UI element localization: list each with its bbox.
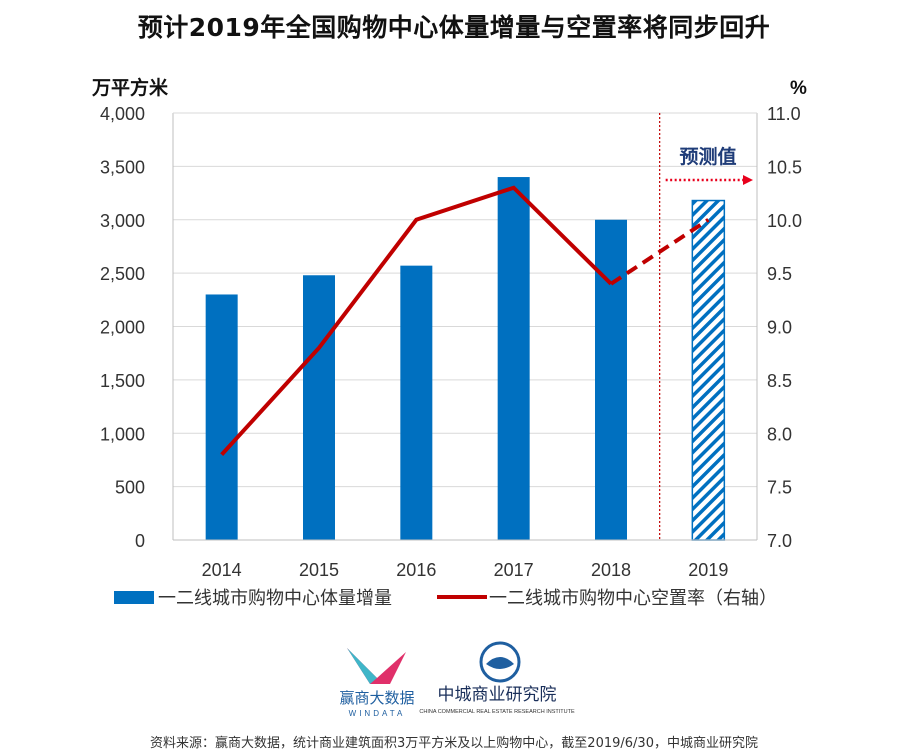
bar <box>303 275 335 540</box>
source-note: 资料来源：赢商大数据，统计商业建筑面积3万平方米及以上购物中心，截至2019/6… <box>150 736 758 751</box>
legend-label-bar: 一二线城市购物中心体量增量 <box>158 588 392 608</box>
right-tick-label: 8.0 <box>767 424 792 444</box>
right-tick-label: 10.0 <box>767 211 802 231</box>
windata-logo-icon <box>347 648 406 684</box>
right-tick-label: 11.0 <box>767 104 801 124</box>
right-tick-label: 8.5 <box>767 371 792 391</box>
cre-logo-wave-icon <box>486 657 514 669</box>
left-axis-unit: 万平方米 <box>91 76 169 99</box>
left-tick-label: 1,500 <box>100 371 145 391</box>
bar <box>497 177 530 541</box>
right-tick-label: 10.5 <box>767 157 802 177</box>
left-tick-label: 4,000 <box>100 104 145 124</box>
right-tick-label: 7.0 <box>767 531 792 551</box>
windata-logo-accent-icon <box>347 648 377 684</box>
x-tick-label: 2014 <box>202 560 242 580</box>
bar <box>400 265 433 540</box>
legend-swatch-bar <box>114 591 154 604</box>
logos: 赢商大数据 WINDATA 中城商业研究院 CHINA COMMERCIAL REAL… <box>339 641 575 718</box>
cre-logo-subtext: CHINA COMMERCIAL REAL ESTATE RESEARCH IN… <box>419 709 575 715</box>
left-tick-label: 1,000 <box>100 424 145 444</box>
cre-logo-text: 中城商业研究院 <box>438 685 557 705</box>
right-tick-label: 9.5 <box>767 264 792 284</box>
bar <box>205 294 238 540</box>
x-tick-label: 2019 <box>688 560 728 580</box>
right-tick-label: 7.5 <box>767 478 792 498</box>
legend-label-line: 一二线城市购物中心空置率（右轴） <box>489 588 777 608</box>
left-tick-label: 2,500 <box>100 264 145 284</box>
left-tick-label: 500 <box>115 478 145 498</box>
left-tick-label: 2,000 <box>100 318 145 338</box>
left-tick-label: 3,500 <box>100 157 145 177</box>
right-axis-unit: % <box>790 78 807 99</box>
forecast-bar <box>691 199 726 541</box>
chart-title: 预计2019年全国购物中心体量增量与空置率将同步回升 <box>137 13 771 42</box>
vacancy-line <box>220 185 613 456</box>
vacancy-forecast-line <box>609 218 710 286</box>
x-tick-label: 2015 <box>299 560 339 580</box>
x-tick-label: 2018 <box>591 560 631 580</box>
windata-logo-subtext: WINDATA <box>349 709 406 718</box>
left-tick-label: 3,000 <box>100 211 145 231</box>
right-tick-label: 9.0 <box>767 318 792 338</box>
cre-logo-icon <box>479 641 521 683</box>
forecast-label: 预测值 <box>679 145 736 168</box>
x-tick-label: 2017 <box>494 560 534 580</box>
windata-logo-text: 赢商大数据 <box>339 690 414 707</box>
bar <box>595 219 627 540</box>
x-tick-label: 2016 <box>396 560 436 580</box>
left-tick-label: 0 <box>135 531 145 551</box>
